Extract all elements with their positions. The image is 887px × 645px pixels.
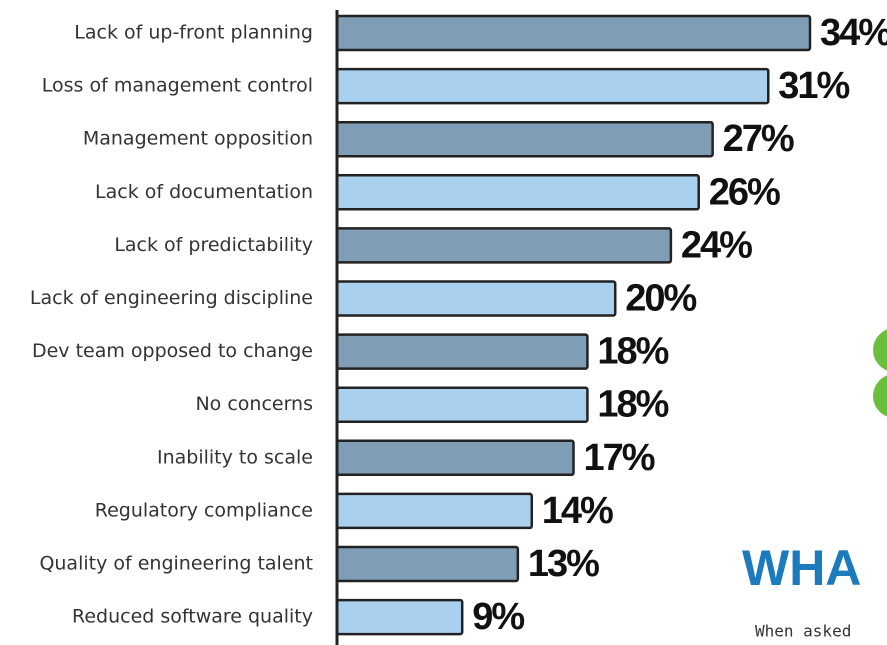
y-tick-label: Inability to scale [157, 446, 313, 468]
value-label: 9% [472, 596, 524, 638]
y-tick-label: Management opposition [83, 128, 313, 150]
value-label: 26% [709, 171, 780, 213]
bar [335, 598, 464, 636]
bar [335, 120, 714, 158]
value-label: 34% [820, 12, 887, 54]
y-tick-label: Dev team opposed to change [32, 340, 313, 362]
bar [335, 333, 589, 370]
y-tick-label: Regulatory compliance [95, 499, 313, 521]
annotation: WHA [742, 540, 861, 596]
bar [335, 492, 534, 530]
decoration [873, 329, 887, 371]
value-label: 18% [597, 331, 668, 373]
bar [335, 227, 673, 264]
y-tick-label: Lack of engineering discipline [30, 287, 313, 309]
value-label: 18% [597, 384, 668, 426]
value-label: 13% [528, 543, 599, 585]
bar [335, 174, 700, 211]
bar [335, 386, 589, 423]
y-tick-label: Lack of up-front planning [74, 22, 313, 44]
annotation: When asked [755, 622, 851, 641]
decoration [873, 375, 887, 417]
value-label: 14% [542, 490, 613, 532]
y-tick-label: Lack of documentation [95, 181, 313, 203]
y-tick-label: Lack of predictability [114, 234, 313, 256]
bar [335, 439, 575, 477]
y-tick-label: Quality of engineering talent [39, 553, 313, 575]
value-label: 17% [584, 437, 655, 479]
bar [335, 14, 812, 52]
y-tick-label: No concerns [195, 393, 313, 415]
value-label: 31% [778, 65, 849, 107]
y-tick-label: Loss of management control [42, 75, 313, 97]
y-tick-label: Reduced software quality [72, 606, 313, 628]
bar [335, 545, 520, 583]
value-label: 27% [723, 118, 794, 160]
value-label: 20% [625, 278, 696, 320]
bar [335, 67, 770, 105]
bar [335, 280, 617, 317]
value-label: 24% [681, 224, 752, 266]
